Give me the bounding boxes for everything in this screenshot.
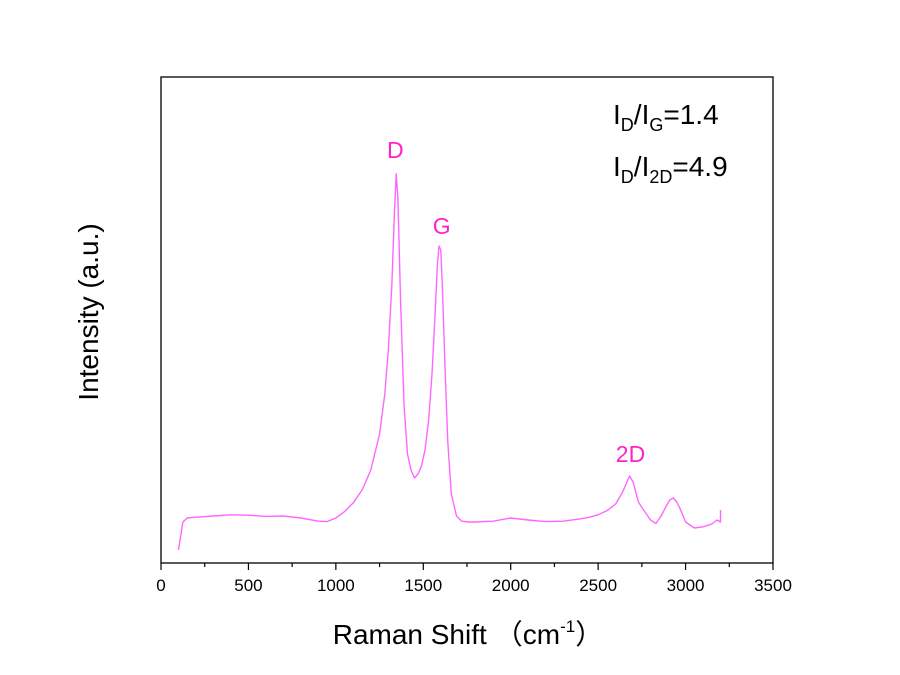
x-tick-labels: 0 500 1000 1500 2000 2500 3000 3500 (156, 576, 792, 595)
x-tick-label: 500 (234, 576, 262, 595)
peak-label-d: D (387, 137, 404, 163)
x-axis-title: Raman Shift （cm-1） (333, 617, 604, 650)
x-tick-label: 1500 (404, 576, 442, 595)
x-tick-label: 1000 (317, 576, 355, 595)
x-tick-label: 0 (156, 576, 165, 595)
plot-area-frame (160, 76, 774, 564)
y-axis-title: Intensity (a.u.) (73, 223, 104, 400)
x-major-ticks (160, 563, 774, 570)
x-tick-label: 3500 (754, 576, 792, 595)
peak-label-g: G (433, 213, 451, 239)
spectrum-series-line (177, 173, 722, 551)
ratio-d-g-annotation: ID/IG=1.4 (613, 99, 719, 135)
x-tick-label: 2000 (492, 576, 530, 595)
peak-label-2d: 2D (616, 441, 645, 467)
peak-labels: D G 2D (387, 137, 645, 467)
x-tick-label: 2500 (579, 576, 617, 595)
x-minor-ticks (204, 563, 730, 567)
x-tick-label: 3000 (667, 576, 705, 595)
ratio-d-2d-annotation: ID/I2D=4.9 (613, 151, 728, 187)
